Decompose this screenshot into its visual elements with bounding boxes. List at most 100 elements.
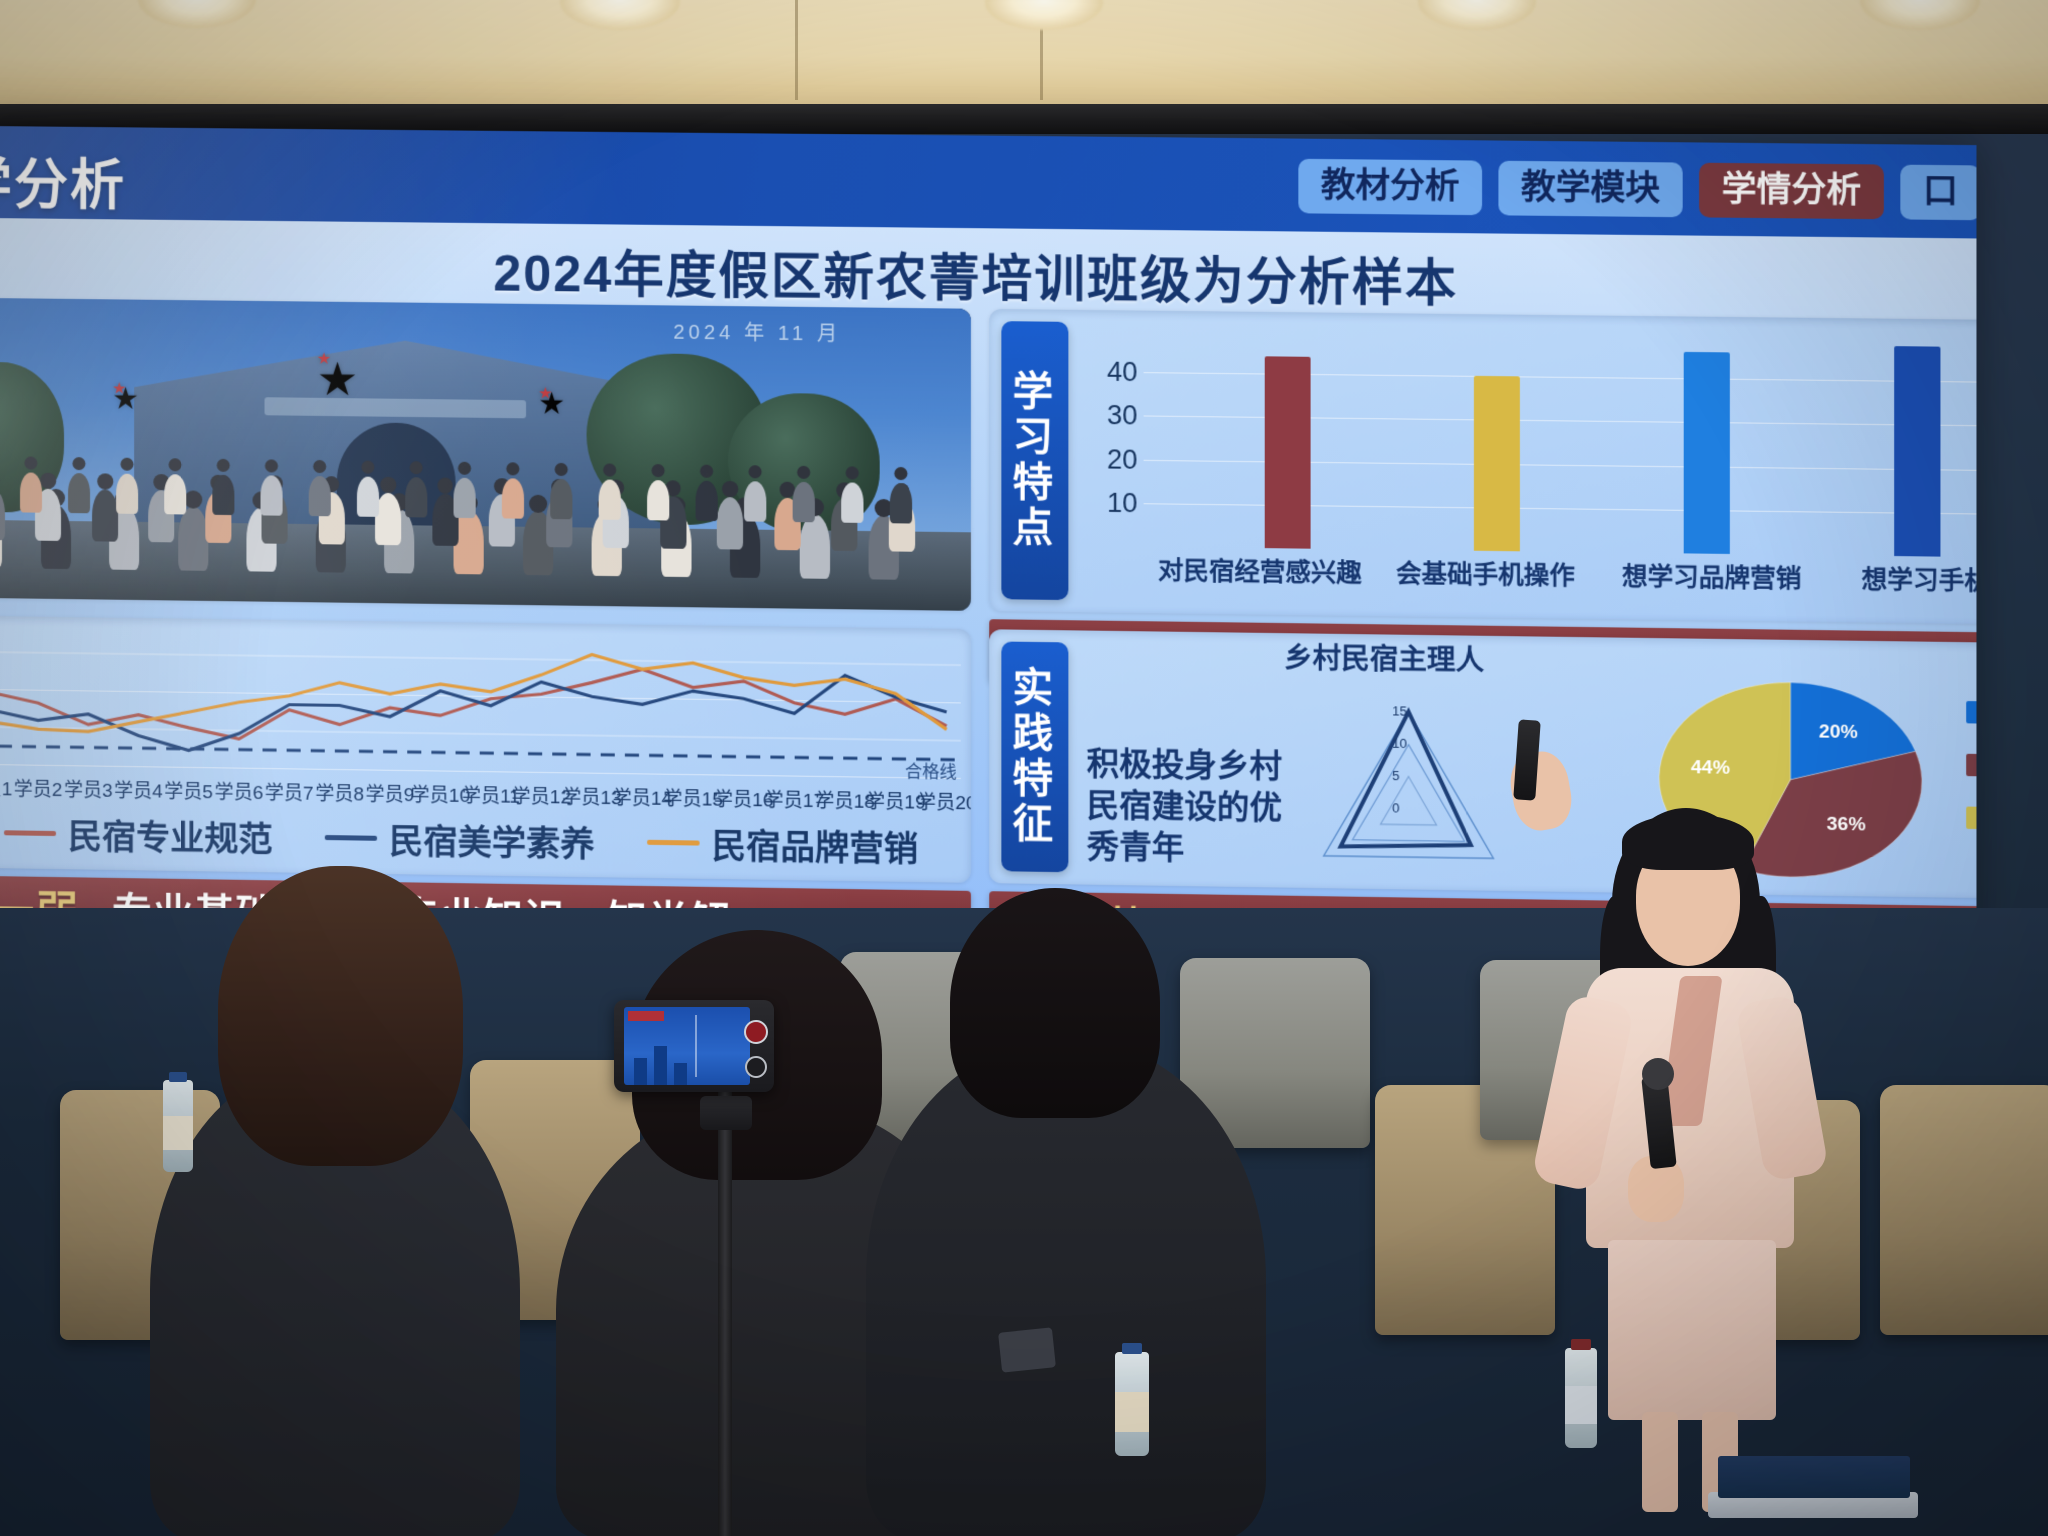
photo-person bbox=[356, 460, 380, 517]
section-label-learning-traits: 学 习 特 点 bbox=[1001, 321, 1069, 601]
photo-person bbox=[405, 461, 428, 518]
line-plot-area bbox=[0, 622, 961, 786]
photo-person bbox=[550, 462, 573, 520]
pie-legend-swatch bbox=[1966, 806, 1977, 830]
vtab-char: 习 bbox=[1012, 415, 1058, 461]
line-x-tick-label: 学员3 bbox=[63, 780, 113, 802]
photo-person-head bbox=[216, 458, 230, 473]
pie-slice-label: 36% bbox=[1827, 814, 1866, 836]
laptop-screen bbox=[1718, 1456, 1910, 1498]
phone-preview-bar bbox=[654, 1046, 667, 1085]
photo-person bbox=[20, 456, 43, 513]
photo-person-head bbox=[168, 458, 182, 472]
photo-person bbox=[116, 457, 139, 514]
photo-person-head bbox=[797, 465, 811, 480]
photo-person-head bbox=[120, 457, 134, 471]
radar-tick-label: 10 bbox=[1392, 736, 1407, 751]
line-gridline bbox=[0, 652, 961, 665]
photo-person bbox=[0, 487, 5, 541]
audience-member-head bbox=[950, 888, 1160, 1118]
legend-label: 民宿专业规范 bbox=[68, 818, 273, 860]
jacket-logo-patch bbox=[998, 1327, 1056, 1373]
section-label-practice-traits: 实 践 特 征 bbox=[1001, 641, 1069, 873]
photo-person bbox=[308, 459, 331, 517]
photo-person-head bbox=[845, 466, 860, 480]
photo-person bbox=[695, 464, 718, 522]
vtab-char: 学 bbox=[1012, 370, 1058, 415]
legend-label: 民宿品牌营销 bbox=[711, 827, 919, 869]
line-x-tick-label: 学员5 bbox=[164, 781, 214, 804]
vtab-char: 特 bbox=[1012, 460, 1058, 506]
photo-person bbox=[177, 490, 209, 571]
tab-jiaoxue-mokuai[interactable]: 教学模块 bbox=[1498, 160, 1683, 217]
tab-xueqing-fenxi[interactable]: 学情分析 bbox=[1699, 162, 1884, 219]
bottle-cap bbox=[169, 1072, 187, 1082]
water-bottle bbox=[163, 1072, 193, 1172]
photo-person-head bbox=[24, 456, 38, 470]
photo-person-head bbox=[457, 461, 472, 476]
bar-y-tick-label: 10 bbox=[1106, 486, 1138, 518]
bottle-label bbox=[163, 1116, 193, 1150]
photo-person bbox=[501, 462, 525, 519]
radar-tick-label: 5 bbox=[1392, 768, 1399, 783]
smartphone-camera[interactable] bbox=[614, 1000, 774, 1092]
line-chart-legend: 民宿专业规范 民宿美学素养 民宿品牌营销 bbox=[3, 808, 919, 871]
ceiling bbox=[0, 0, 2048, 122]
photo-crowd bbox=[0, 418, 971, 581]
pie-chart-legend bbox=[1966, 701, 1977, 830]
pie-legend-item bbox=[1966, 753, 1977, 777]
water-bottle bbox=[1115, 1343, 1149, 1456]
line-chart-card: 合格线 学员1 学员2 学员3 学员4 学员5 学员6 学员7 学员8 学员9 学员10 学员11 学… bbox=[0, 615, 971, 883]
slide-tab-bar[interactable]: 教材分析 教学模块 学情分析 口 bbox=[1298, 158, 1977, 220]
photo-person-head bbox=[894, 466, 908, 481]
radar-tick-label: 0 bbox=[1392, 800, 1399, 815]
photo-person-head bbox=[380, 476, 397, 493]
pie-legend-item bbox=[1966, 701, 1977, 724]
microphone-head bbox=[1642, 1058, 1674, 1090]
bar-y-tick-label: 20 bbox=[1106, 443, 1138, 474]
line-x-tick-label: 学员4 bbox=[114, 780, 163, 803]
practice-traits-card: 实 践 特 征 积极投身乡村民宿建设的优秀青年 乡村民宿主理人 15 10 5 0 2… bbox=[989, 629, 1977, 899]
photo-person-head bbox=[554, 462, 568, 477]
ceiling-light-icon bbox=[138, 0, 256, 28]
bar-x-tick-label: 对民宿经营感兴趣 bbox=[1157, 556, 1362, 588]
photo-person bbox=[841, 466, 864, 523]
slide-header-title: 学分析 bbox=[0, 154, 127, 217]
tab-partial[interactable]: 口 bbox=[1900, 164, 1977, 220]
vtab-char: 践 bbox=[1012, 711, 1058, 757]
ceiling-seam bbox=[795, 0, 798, 100]
threshold-line bbox=[0, 746, 961, 760]
bottle-label bbox=[1565, 1386, 1597, 1424]
bar-plot-area: 10 20 30 40 bbox=[1087, 328, 1977, 557]
bar-x-tick-label: 想学习手机AI bbox=[1861, 565, 1977, 597]
photo-person-head bbox=[183, 490, 203, 509]
photo-person-head bbox=[603, 463, 617, 477]
bar bbox=[1683, 352, 1730, 554]
photo-person-head bbox=[313, 459, 327, 474]
camera-switch-button[interactable] bbox=[745, 1056, 767, 1078]
ceiling-seam bbox=[1040, 0, 1043, 100]
photo-person-head bbox=[72, 457, 86, 471]
ceiling-light-icon bbox=[560, 0, 680, 30]
phone-preview-bar bbox=[634, 1058, 647, 1085]
record-button[interactable] bbox=[744, 1020, 768, 1044]
photo-person bbox=[164, 458, 187, 515]
bar-y-tick-label: 40 bbox=[1106, 356, 1138, 387]
radar-chart: 15 10 5 0 bbox=[1256, 695, 1562, 886]
photo-person-head bbox=[506, 462, 520, 476]
smartphone-screen bbox=[624, 1007, 750, 1085]
photo-person-head bbox=[264, 459, 279, 473]
photo-person-head bbox=[700, 464, 714, 479]
line-x-tick-label: 学员7 bbox=[264, 783, 314, 805]
bottle-cap bbox=[1571, 1339, 1591, 1350]
bar-gridlines bbox=[1143, 329, 1977, 557]
phone-preview-divider bbox=[694, 1014, 697, 1078]
bar-x-tick-label: 想学习品牌营销 bbox=[1621, 562, 1802, 594]
pie-slice-label: 44% bbox=[1691, 757, 1730, 779]
pie-legend-item bbox=[1966, 806, 1977, 830]
photo-person bbox=[647, 464, 670, 521]
pie-slice bbox=[1790, 682, 1915, 781]
photo-person bbox=[598, 463, 621, 520]
line-x-tick-label: 学员20 bbox=[916, 792, 971, 815]
tab-jiaocai-fenxi[interactable]: 教材分析 bbox=[1298, 158, 1483, 215]
